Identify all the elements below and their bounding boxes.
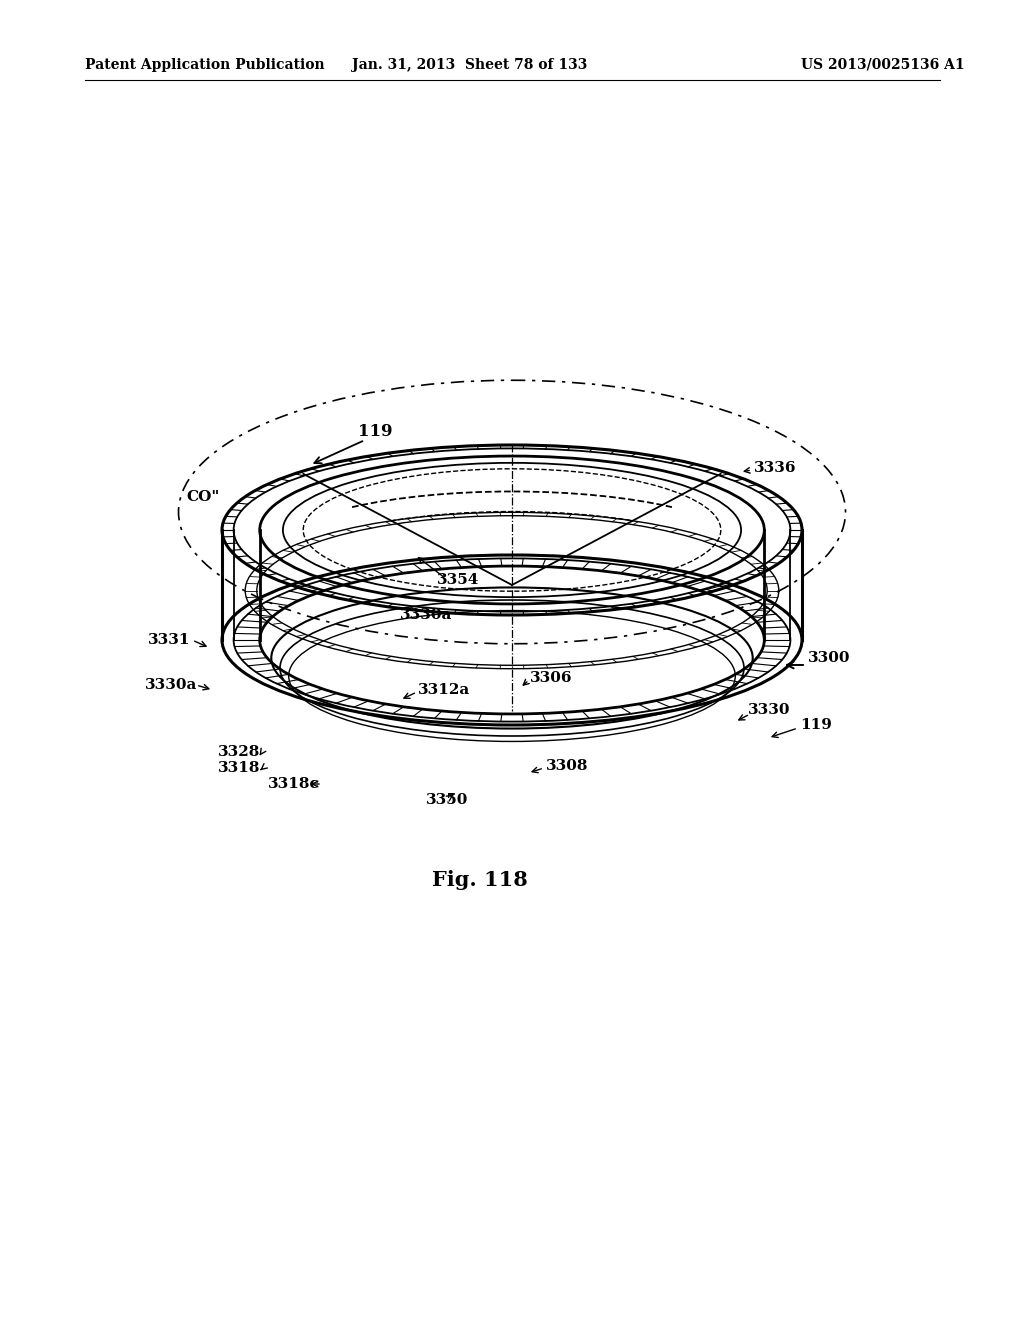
Text: 119: 119 <box>800 718 831 733</box>
Text: 3312a: 3312a <box>418 682 470 697</box>
Text: 3308: 3308 <box>546 759 589 774</box>
Text: 3328: 3328 <box>218 744 260 759</box>
Text: 3330: 3330 <box>748 704 791 717</box>
Text: 3330a: 3330a <box>400 609 453 622</box>
Text: 3350: 3350 <box>426 793 468 807</box>
Text: 119: 119 <box>358 424 392 441</box>
Text: Jan. 31, 2013  Sheet 78 of 133: Jan. 31, 2013 Sheet 78 of 133 <box>352 58 588 73</box>
Text: 3318: 3318 <box>218 762 260 775</box>
Text: 3306: 3306 <box>530 671 572 685</box>
Text: 3330a: 3330a <box>145 678 198 692</box>
Text: 3354: 3354 <box>437 573 479 587</box>
Text: Fig. 118: Fig. 118 <box>432 870 528 890</box>
Text: Patent Application Publication: Patent Application Publication <box>85 58 325 73</box>
Text: 3331: 3331 <box>148 634 190 647</box>
Text: 3336: 3336 <box>754 461 797 475</box>
Text: 3300: 3300 <box>808 651 851 665</box>
Text: US 2013/0025136 A1: US 2013/0025136 A1 <box>802 58 965 73</box>
Text: 3318c: 3318c <box>268 777 319 791</box>
Text: CO": CO" <box>186 490 219 504</box>
